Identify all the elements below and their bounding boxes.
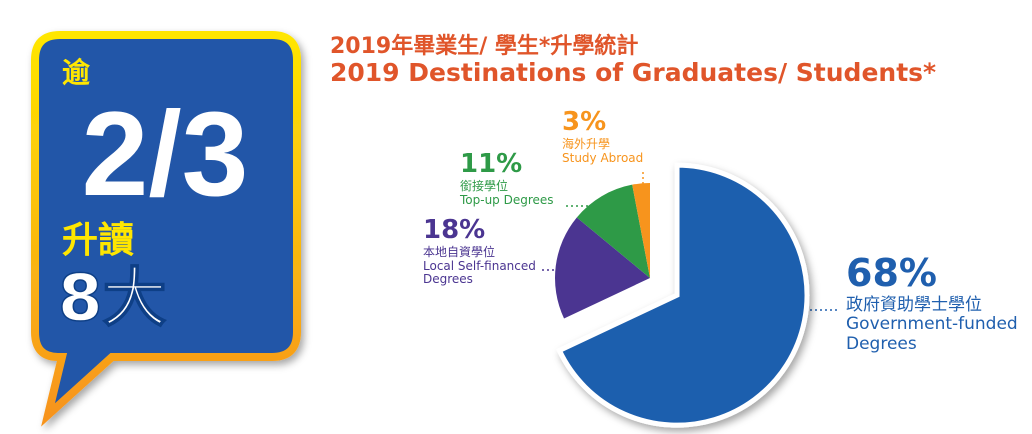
callout-object: 8大 — [58, 262, 167, 336]
chart-subtitle: 2019 Destinations of Graduates/ Students… — [330, 58, 937, 87]
pie-slice — [555, 217, 650, 319]
value-label: 3% — [562, 107, 607, 137]
category-zh: 銜接學位 — [460, 178, 509, 193]
chart-title: 2019年畢業生/ 學生*升學統計 — [330, 34, 639, 59]
category-label: Government-funded Degrees — [846, 314, 1018, 354]
callout-bubble — [31, 31, 301, 427]
category-label: Top-up Degrees — [460, 192, 554, 207]
category-label: Study Abroad — [562, 150, 644, 165]
pie-slice — [576, 184, 650, 278]
category-zh: 本地自資學位 — [423, 244, 496, 259]
value-label: 18% — [423, 215, 486, 245]
callout-verb: 升讀 — [62, 220, 134, 261]
slice-label: 68% 政府資助學士學位 Government-funded Degrees — [846, 251, 1031, 354]
value-label: 68% — [846, 251, 937, 295]
callout-fraction: 2/3 — [82, 87, 249, 221]
pie-slice — [632, 183, 650, 278]
callout-prefix: 逾 — [62, 56, 90, 89]
value-label: 11% — [460, 149, 523, 179]
category-label: Local Self-financed Degrees — [423, 258, 536, 287]
category-zh: 海外升學 — [562, 136, 611, 151]
pie — [555, 162, 810, 428]
slice-label: 11% 銜接學位 Top-up Degrees — [460, 149, 570, 207]
category-zh: 政府資助學士學位 — [846, 294, 982, 315]
slice-label: 18% 本地自資學位 Local Self-financed Degrees — [423, 215, 548, 287]
pie-slice — [556, 162, 810, 428]
slice-label: 3% 海外升學 Study Abroad — [562, 107, 652, 165]
